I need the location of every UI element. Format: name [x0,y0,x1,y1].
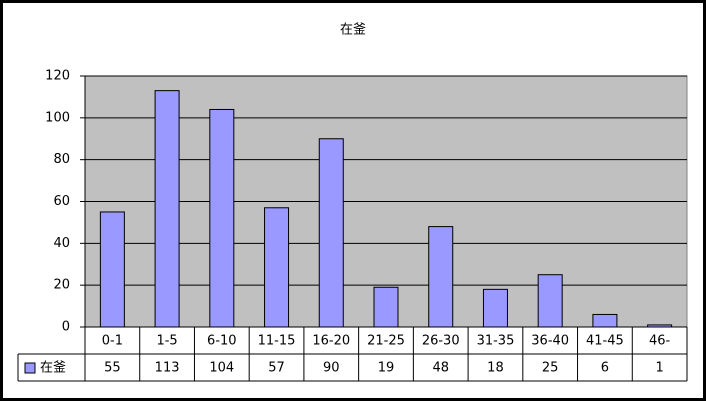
bar [318,138,344,328]
bar [373,286,399,328]
table-value: 25 [542,361,559,376]
y-tick-label: 100 [45,110,70,125]
x-tick-label: 31-35 [477,334,515,349]
bar [154,90,180,328]
y-tick-label: 0 [62,320,70,335]
table-value: 19 [378,361,395,376]
y-tick-label: 40 [53,236,70,251]
bar [647,324,673,328]
x-tick-label: 0-1 [102,334,123,349]
bar [482,288,508,328]
table-value: 6 [601,361,609,376]
x-tick-label: 16-20 [312,334,350,349]
x-tick-label: 1-5 [156,334,177,349]
x-tick-label: 11-15 [258,334,296,349]
y-tick-label: 60 [53,194,70,209]
table-value: 18 [487,361,504,376]
chart-title: 在釜 [340,23,366,38]
legend-swatch [24,362,36,374]
table-value: 57 [268,361,285,376]
table-value: 1 [655,361,663,376]
bar [99,211,125,328]
table-value: 55 [104,361,121,376]
x-tick-label: 6-10 [207,334,237,349]
y-tick-label: 80 [53,152,70,167]
table-value: 48 [432,361,449,376]
bar [264,207,290,328]
bar [209,108,235,328]
legend-label: 在釜 [40,361,66,376]
table-value: 90 [323,361,340,376]
bar [592,313,618,328]
x-tick-label: 21-25 [367,334,405,349]
y-tick-label: 120 [45,69,70,84]
x-tick-label: 46- [649,334,671,349]
x-tick-label: 36-40 [531,334,569,349]
table-value: 104 [209,361,234,376]
bar [537,274,563,328]
table-value: 113 [155,361,180,376]
bar [428,226,454,328]
x-tick-label: 26-30 [422,334,460,349]
x-tick-label: 41-45 [586,334,624,349]
y-tick-label: 20 [53,278,70,293]
